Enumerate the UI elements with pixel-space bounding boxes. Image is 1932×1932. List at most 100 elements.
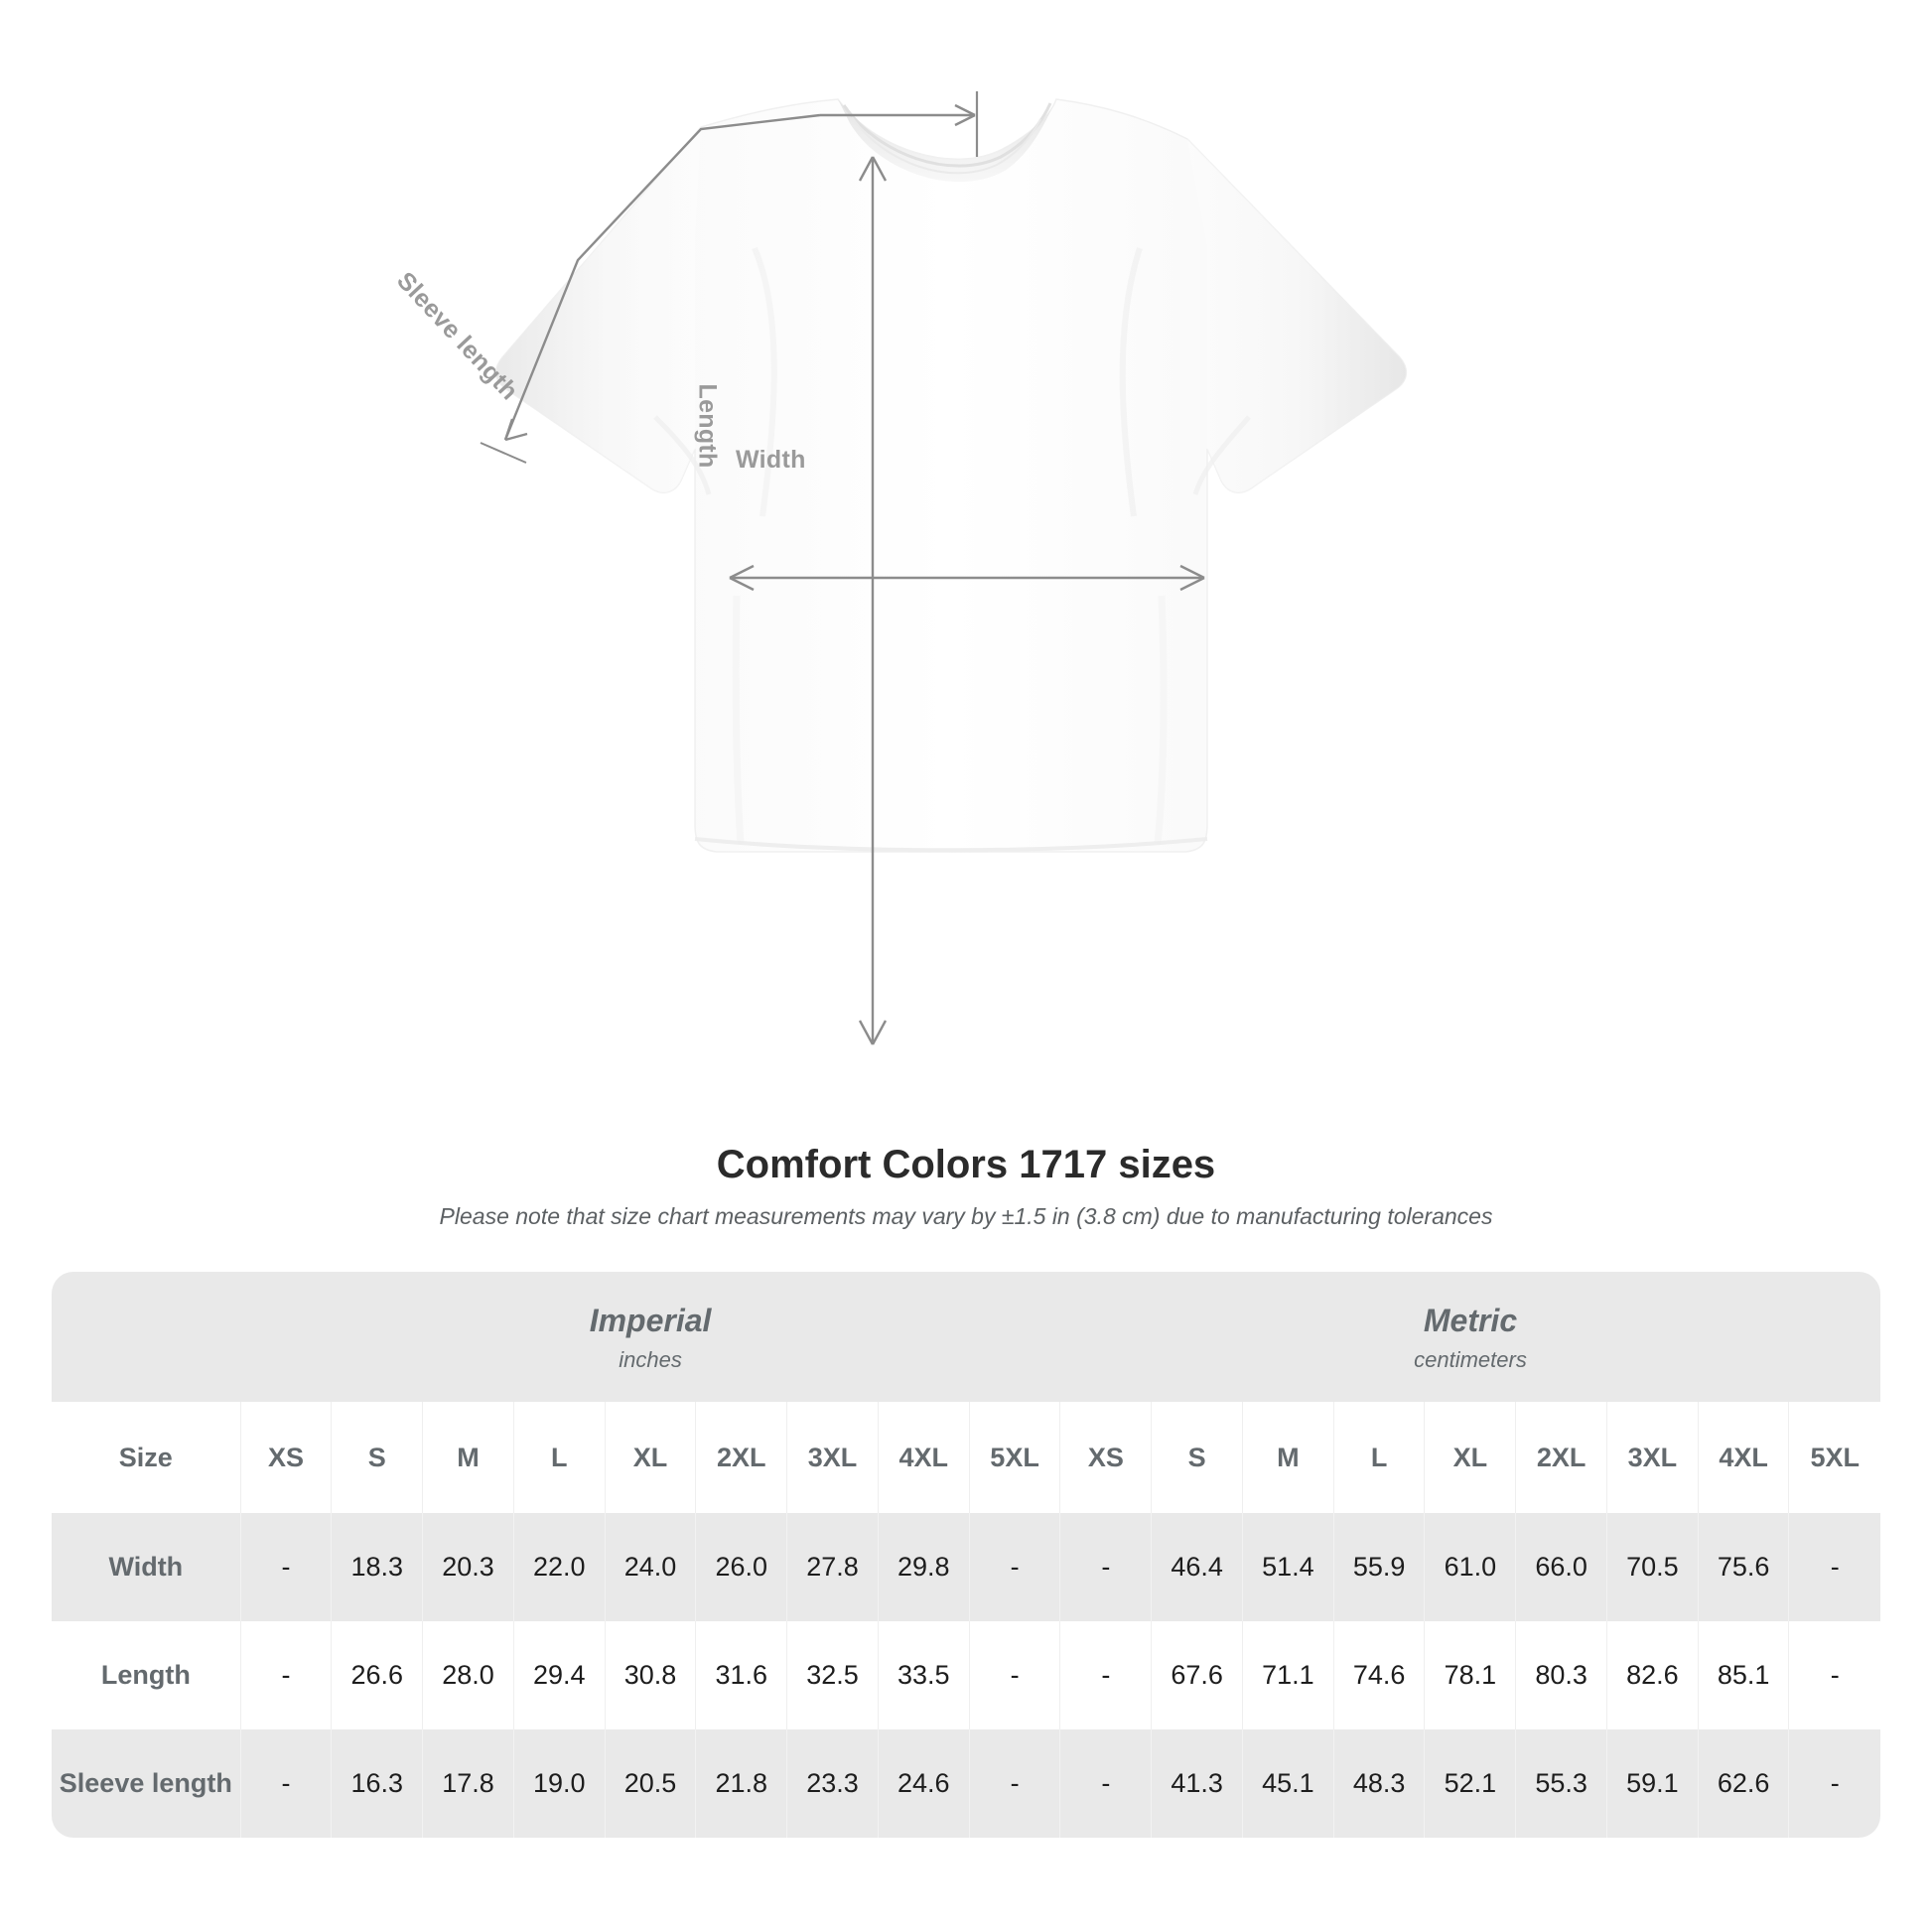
size-header-row: Size XS S M L XL 2XL 3XL 4XL 5XL XS S M …: [52, 1402, 1880, 1513]
size-header-imperial-4xl: 4XL: [877, 1402, 970, 1513]
cell-width-metric-xl: 61.0: [1424, 1513, 1516, 1621]
size-header-imperial-l: L: [512, 1402, 606, 1513]
cell-sleeve-imperial-3xl: 23.3: [786, 1729, 879, 1838]
size-header-metric-xs: XS: [1059, 1402, 1152, 1513]
cell-width-imperial-l: 22.0: [512, 1513, 606, 1621]
cell-width-metric-4xl: 75.6: [1697, 1513, 1789, 1621]
size-header-metric-4xl: 4XL: [1697, 1402, 1789, 1513]
cell-length-metric-m: 71.1: [1241, 1621, 1334, 1729]
cell-sleeve-imperial-xl: 20.5: [604, 1729, 696, 1838]
cell-sleeve-imperial-l: 19.0: [512, 1729, 606, 1838]
size-header-imperial-xs: XS: [239, 1402, 332, 1513]
size-header-imperial-s: S: [331, 1402, 423, 1513]
size-header-corner: Size: [52, 1402, 241, 1513]
cell-length-imperial-xl: 30.8: [604, 1621, 696, 1729]
size-table: Imperial inches Metric centimeters: [52, 1272, 1880, 1838]
cell-width-metric-s: 46.4: [1151, 1513, 1243, 1621]
cell-sleeve-imperial-4xl: 24.6: [877, 1729, 970, 1838]
row-label-width: Width: [52, 1513, 241, 1621]
cell-sleeve-imperial-2xl: 21.8: [695, 1729, 787, 1838]
cell-sleeve-metric-xs: -: [1059, 1729, 1152, 1838]
tolerance-note: Please note that size chart measurements…: [439, 1203, 1493, 1229]
cell-sleeve-imperial-m: 17.8: [422, 1729, 514, 1838]
tshirt-silhouette: [494, 98, 1408, 853]
size-column-label: Size: [118, 1442, 173, 1472]
cell-sleeve-metric-m: 45.1: [1241, 1729, 1334, 1838]
cell-length-imperial-3xl: 32.5: [786, 1621, 879, 1729]
cell-length-metric-5xl: -: [1788, 1621, 1880, 1729]
size-header-imperial-xl: XL: [604, 1402, 696, 1513]
cell-length-imperial-l: 29.4: [512, 1621, 606, 1729]
tshirt-diagram: Sleeve length Length Width: [391, 91, 1408, 1045]
cell-width-metric-2xl: 66.0: [1515, 1513, 1607, 1621]
unit-sub-metric: centimeters: [1414, 1346, 1527, 1372]
cell-sleeve-imperial-xs: -: [239, 1729, 332, 1838]
cell-length-metric-s: 67.6: [1151, 1621, 1243, 1729]
cell-length-metric-4xl: 85.1: [1697, 1621, 1789, 1729]
cell-width-imperial-s: 18.3: [331, 1513, 423, 1621]
table-row: Sleeve length - 16.3 17.8 19.0 20.5 21.8…: [52, 1729, 1880, 1838]
cell-width-imperial-5xl: -: [968, 1513, 1060, 1621]
size-header-imperial-5xl: 5XL: [968, 1402, 1060, 1513]
width-dimension-label: Width: [736, 446, 806, 474]
cell-width-metric-m: 51.4: [1241, 1513, 1334, 1621]
size-header-metric-s: S: [1151, 1402, 1243, 1513]
cell-length-imperial-4xl: 33.5: [877, 1621, 970, 1729]
cell-width-imperial-4xl: 29.8: [877, 1513, 970, 1621]
cell-width-metric-xs: -: [1059, 1513, 1152, 1621]
heading-block: Comfort Colors 1717 sizes Please note th…: [0, 1142, 1932, 1230]
measurement-lines: [480, 91, 1205, 1045]
cell-sleeve-metric-5xl: -: [1788, 1729, 1880, 1838]
unit-band-row: Imperial inches Metric centimeters: [52, 1272, 1880, 1402]
size-header-metric-m: M: [1241, 1402, 1334, 1513]
cell-sleeve-imperial-s: 16.3: [331, 1729, 423, 1838]
size-table-container: Imperial inches Metric centimeters: [52, 1272, 1880, 1838]
unit-name-imperial: Imperial: [589, 1302, 712, 1338]
cell-sleeve-metric-xl: 52.1: [1424, 1729, 1516, 1838]
size-header-imperial-3xl: 3XL: [786, 1402, 879, 1513]
page-title: Comfort Colors 1717 sizes: [716, 1143, 1216, 1186]
cell-sleeve-imperial-5xl: -: [968, 1729, 1060, 1838]
cell-sleeve-metric-2xl: 55.3: [1515, 1729, 1607, 1838]
cell-length-imperial-2xl: 31.6: [695, 1621, 787, 1729]
cell-sleeve-metric-s: 41.3: [1151, 1729, 1243, 1838]
cell-length-metric-2xl: 80.3: [1515, 1621, 1607, 1729]
cell-width-imperial-m: 20.3: [422, 1513, 514, 1621]
cell-width-imperial-2xl: 26.0: [695, 1513, 787, 1621]
length-dimension-label: Length: [693, 383, 722, 469]
cell-sleeve-metric-3xl: 59.1: [1605, 1729, 1699, 1838]
cell-width-imperial-3xl: 27.8: [786, 1513, 879, 1621]
unit-band-corner: [52, 1272, 241, 1402]
cell-length-imperial-5xl: -: [968, 1621, 1060, 1729]
table-row: Width - 18.3 20.3 22.0 24.0 26.0 27.8 29…: [52, 1513, 1880, 1621]
cell-length-metric-l: 74.6: [1332, 1621, 1425, 1729]
unit-name-metric: Metric: [1423, 1302, 1518, 1338]
size-header-imperial-2xl: 2XL: [695, 1402, 787, 1513]
size-header-metric-5xl: 5XL: [1788, 1402, 1880, 1513]
cell-width-metric-5xl: -: [1788, 1513, 1880, 1621]
cell-length-imperial-m: 28.0: [422, 1621, 514, 1729]
table-row: Length - 26.6 28.0 29.4 30.8 31.6 32.5 3…: [52, 1621, 1880, 1729]
cell-sleeve-metric-4xl: 62.6: [1697, 1729, 1789, 1838]
row-label-sleeve-length: Sleeve length: [52, 1729, 241, 1838]
cell-width-metric-l: 55.9: [1332, 1513, 1425, 1621]
unit-cell-metric: Metric centimeters: [1059, 1272, 1880, 1402]
cell-width-imperial-xs: -: [239, 1513, 332, 1621]
unit-sub-imperial: inches: [619, 1346, 682, 1372]
size-header-metric-xl: XL: [1424, 1402, 1516, 1513]
cell-width-metric-3xl: 70.5: [1605, 1513, 1699, 1621]
cell-sleeve-metric-l: 48.3: [1332, 1729, 1425, 1838]
cell-length-metric-xs: -: [1059, 1621, 1152, 1729]
cell-length-metric-3xl: 82.6: [1605, 1621, 1699, 1729]
size-header-imperial-m: M: [422, 1402, 514, 1513]
unit-cell-imperial: Imperial inches: [240, 1272, 1060, 1402]
cell-length-metric-xl: 78.1: [1424, 1621, 1516, 1729]
cell-width-imperial-xl: 24.0: [604, 1513, 696, 1621]
row-label-length: Length: [52, 1621, 241, 1729]
cell-length-imperial-s: 26.6: [331, 1621, 423, 1729]
size-header-metric-3xl: 3XL: [1605, 1402, 1699, 1513]
size-header-metric-2xl: 2XL: [1515, 1402, 1607, 1513]
size-header-metric-l: L: [1332, 1402, 1425, 1513]
cell-length-imperial-xs: -: [239, 1621, 332, 1729]
